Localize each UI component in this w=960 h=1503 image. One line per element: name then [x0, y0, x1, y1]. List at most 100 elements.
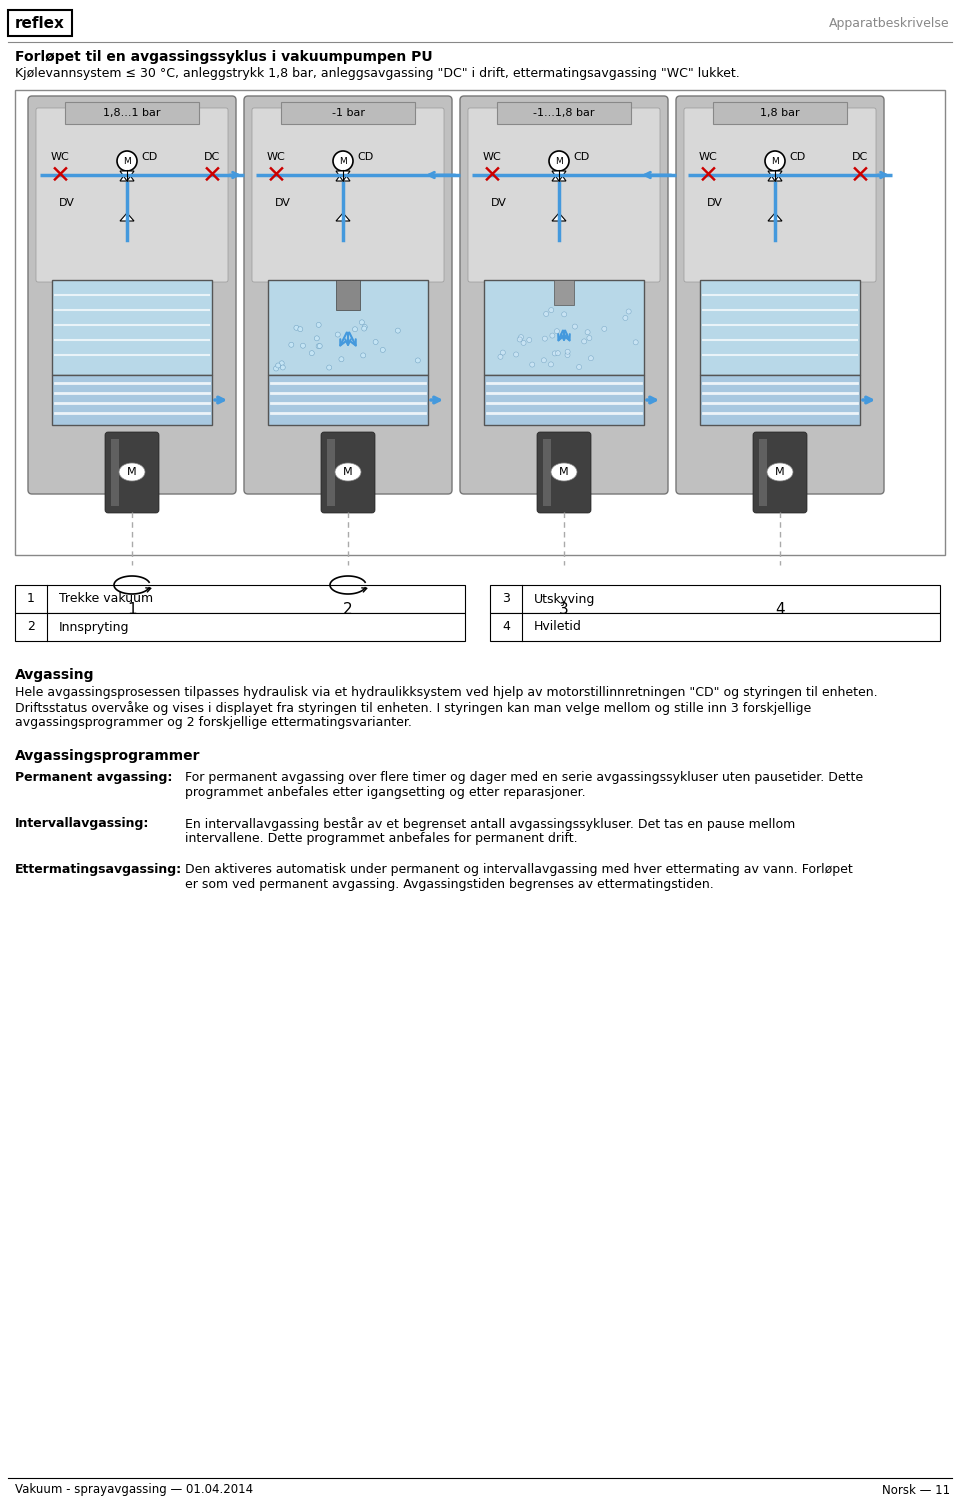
Text: M: M [555, 156, 563, 165]
Circle shape [572, 325, 577, 329]
Bar [490, 585, 940, 613]
Text: M: M [343, 467, 353, 476]
Text: Avgassingsprogrammer: Avgassingsprogrammer [15, 748, 201, 764]
FancyBboxPatch shape [460, 96, 668, 494]
Circle shape [626, 310, 631, 314]
Circle shape [316, 322, 322, 328]
Bar [327, 439, 335, 507]
Bar [759, 439, 767, 507]
Bar [543, 439, 551, 507]
FancyBboxPatch shape [684, 108, 876, 283]
Bar [15, 90, 945, 555]
Text: DV: DV [708, 198, 723, 207]
Bar [8, 11, 72, 36]
Text: Avgassing: Avgassing [15, 667, 94, 682]
Polygon shape [768, 171, 782, 180]
Circle shape [317, 344, 323, 349]
Text: ✕: ✕ [202, 164, 223, 188]
Text: 1,8...1 bar: 1,8...1 bar [104, 108, 160, 119]
Circle shape [577, 365, 582, 370]
Bar [490, 613, 940, 640]
Circle shape [300, 343, 305, 349]
Text: -1...1,8 bar: -1...1,8 bar [533, 108, 595, 119]
Text: 4: 4 [775, 603, 785, 618]
Text: For permanent avgassing over flere timer og dager med en serie avgassingssykluse: For permanent avgassing over flere timer… [185, 771, 863, 785]
Circle shape [362, 326, 367, 331]
FancyBboxPatch shape [252, 108, 444, 283]
Text: WC: WC [483, 152, 501, 162]
Bar [484, 280, 644, 376]
Polygon shape [552, 171, 566, 180]
Text: M: M [771, 156, 779, 165]
Circle shape [339, 356, 344, 362]
Text: ✕: ✕ [50, 164, 70, 188]
Circle shape [527, 338, 532, 343]
Circle shape [556, 350, 561, 356]
FancyBboxPatch shape [244, 96, 452, 494]
Circle shape [549, 308, 554, 313]
Bar [268, 376, 428, 425]
Polygon shape [552, 213, 566, 221]
Circle shape [562, 311, 566, 317]
FancyBboxPatch shape [65, 102, 199, 125]
Circle shape [550, 334, 555, 338]
Text: M: M [559, 467, 569, 476]
Circle shape [416, 358, 420, 362]
Circle shape [359, 320, 365, 325]
Text: Apparatbeskrivelse: Apparatbeskrivelse [829, 17, 950, 30]
Circle shape [361, 353, 366, 358]
Circle shape [289, 343, 294, 347]
Circle shape [276, 362, 280, 368]
Text: Trekke vakuum: Trekke vakuum [59, 592, 154, 606]
Polygon shape [120, 171, 134, 180]
Text: reflex: reflex [15, 15, 65, 30]
Text: Innspryting: Innspryting [59, 621, 130, 633]
Text: Kjølevannsystem ≤ 30 °C, anleggstrykk 1,8 bar, anleggsavgassing "DC" i drift, et: Kjølevannsystem ≤ 30 °C, anleggstrykk 1,… [15, 66, 740, 80]
Circle shape [333, 150, 353, 171]
Circle shape [585, 329, 590, 335]
Circle shape [294, 325, 299, 331]
Circle shape [517, 337, 522, 343]
Circle shape [565, 353, 570, 358]
Circle shape [514, 352, 518, 358]
Polygon shape [120, 171, 134, 180]
Circle shape [543, 311, 549, 317]
Text: Permanent avgassing:: Permanent avgassing: [15, 771, 173, 785]
FancyBboxPatch shape [281, 102, 415, 125]
Bar [484, 376, 644, 425]
Circle shape [518, 335, 523, 340]
Text: M: M [123, 156, 131, 165]
FancyBboxPatch shape [713, 102, 847, 125]
Circle shape [373, 340, 378, 344]
FancyBboxPatch shape [468, 108, 660, 283]
Circle shape [549, 150, 569, 171]
Circle shape [326, 365, 332, 370]
Circle shape [362, 325, 368, 329]
Circle shape [309, 350, 314, 356]
Circle shape [280, 365, 285, 370]
Text: 1: 1 [127, 603, 137, 618]
Text: WC: WC [267, 152, 285, 162]
Text: Driftsstatus overvåke og vises i displayet fra styringen til enheten. I styringe: Driftsstatus overvåke og vises i display… [15, 700, 811, 715]
Bar [700, 280, 860, 376]
Circle shape [316, 344, 322, 349]
Ellipse shape [119, 463, 145, 481]
Text: ✕: ✕ [482, 164, 502, 188]
Text: Forløpet til en avgassingssyklus i vakuumpumpen PU: Forløpet til en avgassingssyklus i vakuu… [15, 50, 433, 65]
Text: Hviletid: Hviletid [534, 621, 582, 633]
Circle shape [117, 150, 137, 171]
Text: CD: CD [141, 152, 157, 162]
Text: Utskyving: Utskyving [534, 592, 595, 606]
Polygon shape [768, 171, 782, 180]
FancyBboxPatch shape [105, 431, 159, 513]
Circle shape [765, 150, 785, 171]
Circle shape [542, 337, 547, 341]
Circle shape [634, 340, 638, 344]
Text: DC: DC [852, 152, 868, 162]
FancyBboxPatch shape [36, 108, 228, 283]
Circle shape [521, 340, 526, 346]
Text: ✕: ✕ [266, 164, 286, 188]
FancyBboxPatch shape [28, 96, 236, 494]
Ellipse shape [551, 463, 577, 481]
Text: 1: 1 [27, 592, 35, 606]
